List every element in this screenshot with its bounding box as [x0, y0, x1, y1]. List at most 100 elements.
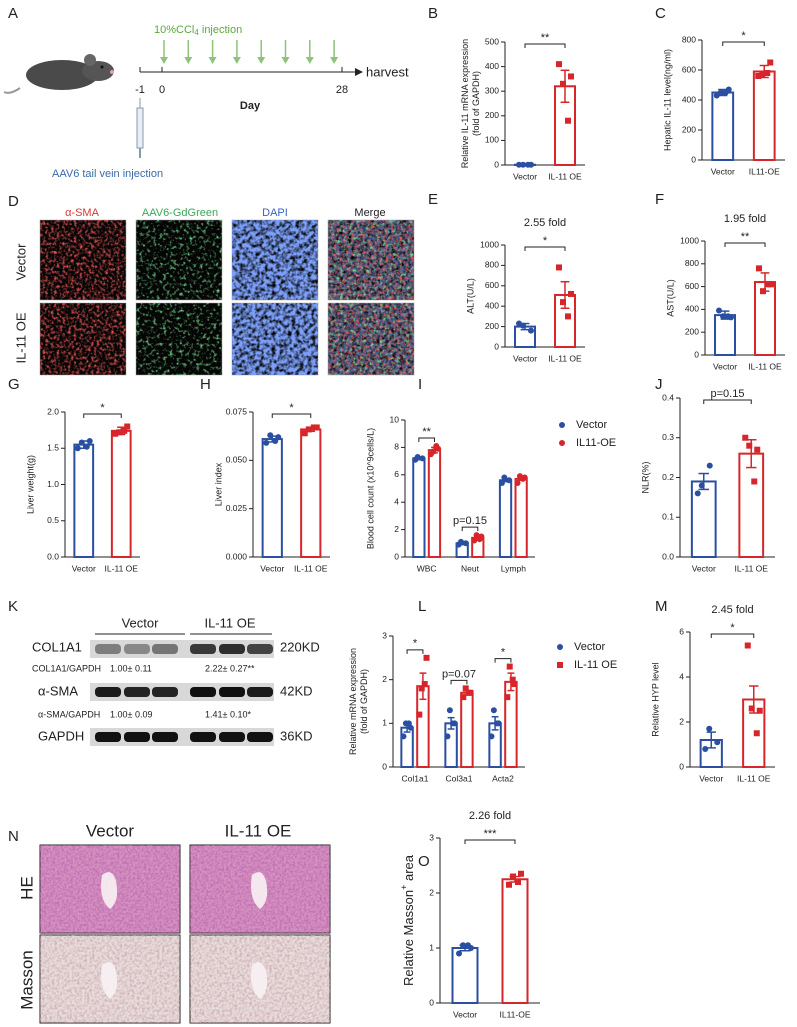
injection-arrowhead: [184, 57, 193, 64]
x-tick-label: Col3a1: [446, 773, 473, 783]
day-label: Day: [240, 100, 261, 112]
y-tick-label: 0: [694, 349, 699, 359]
data-point: [753, 730, 760, 737]
data-point: [473, 532, 480, 539]
data-point: [74, 445, 81, 452]
data-point: [121, 427, 128, 434]
y-tick-label: 2: [382, 674, 387, 684]
data-point: [465, 689, 472, 696]
panel-letter: B: [428, 5, 438, 22]
row-label: Masson: [17, 950, 36, 1010]
data-point: [460, 942, 466, 949]
data-point: [86, 438, 93, 444]
channel-label: α-SMA: [65, 207, 100, 219]
bar: [514, 477, 528, 558]
y-tick-label: 400: [685, 304, 699, 314]
timeline-label: -1: [135, 84, 145, 96]
data-point: [449, 720, 456, 727]
significance-label: **: [741, 231, 750, 243]
panel-letter: H: [200, 376, 211, 393]
significance-label: **: [541, 32, 550, 44]
fold-label: 2.45 fold: [711, 604, 753, 616]
blot-band: [124, 644, 150, 654]
data-point: [722, 89, 729, 96]
blot-label: α-SMA: [38, 683, 78, 698]
y-axis-label: Liver index: [213, 462, 223, 506]
y-axis-label: NLR(%): [640, 461, 650, 493]
y-axis-label: AST(U/L): [665, 279, 675, 317]
data-point: [423, 654, 430, 661]
data-point: [490, 707, 497, 714]
x-tick-label: IL-11 OE: [548, 171, 582, 181]
x-tick-label: Vector: [453, 1009, 477, 1019]
y-axis-label-part: +: [399, 885, 409, 890]
data-point: [416, 711, 423, 718]
data-point: [725, 313, 731, 320]
blot-label: GAPDH: [38, 728, 84, 743]
bar: [261, 438, 283, 559]
data-point: [506, 881, 512, 888]
blot-band: [247, 644, 273, 654]
x-tick-label: IL11-OE: [499, 1009, 530, 1019]
y-tick-label: 1: [429, 942, 434, 952]
channel-label: DAPI: [262, 207, 288, 219]
blot-band: [190, 644, 216, 654]
blot-band: [95, 644, 121, 654]
significance-bracket: [464, 839, 516, 844]
y-tick-label: 600: [682, 64, 696, 74]
row-label: Vector: [13, 243, 28, 281]
data-point: [78, 439, 85, 446]
injection-subscript: 4: [194, 28, 199, 37]
y-axis-label: Relative HYP level: [650, 662, 660, 736]
vessel-lumen: [101, 962, 118, 999]
y-tick-label: 1000: [680, 235, 699, 245]
y-tick-label: 1.5: [47, 443, 59, 453]
legend-label: Vector: [576, 419, 608, 431]
x-tick-label: IL-11 OE: [105, 563, 139, 573]
y-tick-label: 0.025: [226, 503, 248, 513]
y-tick-label: 2: [394, 524, 399, 534]
data-point: [310, 424, 317, 431]
data-point: [506, 663, 513, 670]
y-tick-label: 0.000: [226, 551, 248, 561]
y-tick-label: 300: [485, 85, 499, 95]
data-point: [400, 733, 407, 740]
y-axis-label: Relative mRNA expression: [348, 648, 358, 755]
data-point: [263, 439, 270, 446]
x-tick-label: IL-11 OE: [548, 353, 582, 363]
channel-label: AAV6-GdGreen: [142, 207, 218, 219]
y-tick-label: 0: [494, 159, 499, 169]
data-point: [755, 73, 762, 79]
significance-bracket: [461, 526, 479, 532]
data-point: [112, 430, 119, 437]
significance-bracket: [271, 413, 312, 418]
blot-band: [95, 687, 121, 697]
data-point: [528, 327, 534, 334]
y-tick-label: 4: [394, 496, 399, 506]
x-tick-label: Vector: [699, 773, 723, 783]
y-axis-label-part: area: [401, 854, 416, 884]
y-tick-label: 200: [685, 326, 699, 336]
panel-letter: J: [655, 376, 663, 393]
x-tick-label: Vector: [513, 171, 537, 181]
y-tick-label: 0.2: [662, 472, 674, 482]
timeline-label: 0: [159, 84, 165, 96]
injection-arrowhead: [208, 57, 217, 64]
y-tick-label: 1.0: [47, 479, 59, 489]
y-tick-label: 0: [679, 761, 684, 771]
x-tick-label: Lymph: [501, 563, 526, 573]
panel-letter: K: [8, 598, 18, 615]
data-point: [751, 478, 758, 485]
y-tick-label: 0.075: [226, 406, 248, 416]
y-tick-label: 0: [429, 997, 434, 1007]
x-tick-label: IL-11 OE: [294, 563, 328, 573]
panel-letter: L: [418, 598, 426, 615]
data-point: [748, 705, 755, 712]
ratio-value: 1.41± 0.10*: [205, 709, 251, 719]
group-label: Vector: [122, 615, 160, 630]
data-point: [744, 642, 751, 649]
x-tick-label: Vector: [692, 563, 716, 573]
y-tick-label: 800: [685, 258, 699, 268]
blot-band: [95, 732, 121, 742]
